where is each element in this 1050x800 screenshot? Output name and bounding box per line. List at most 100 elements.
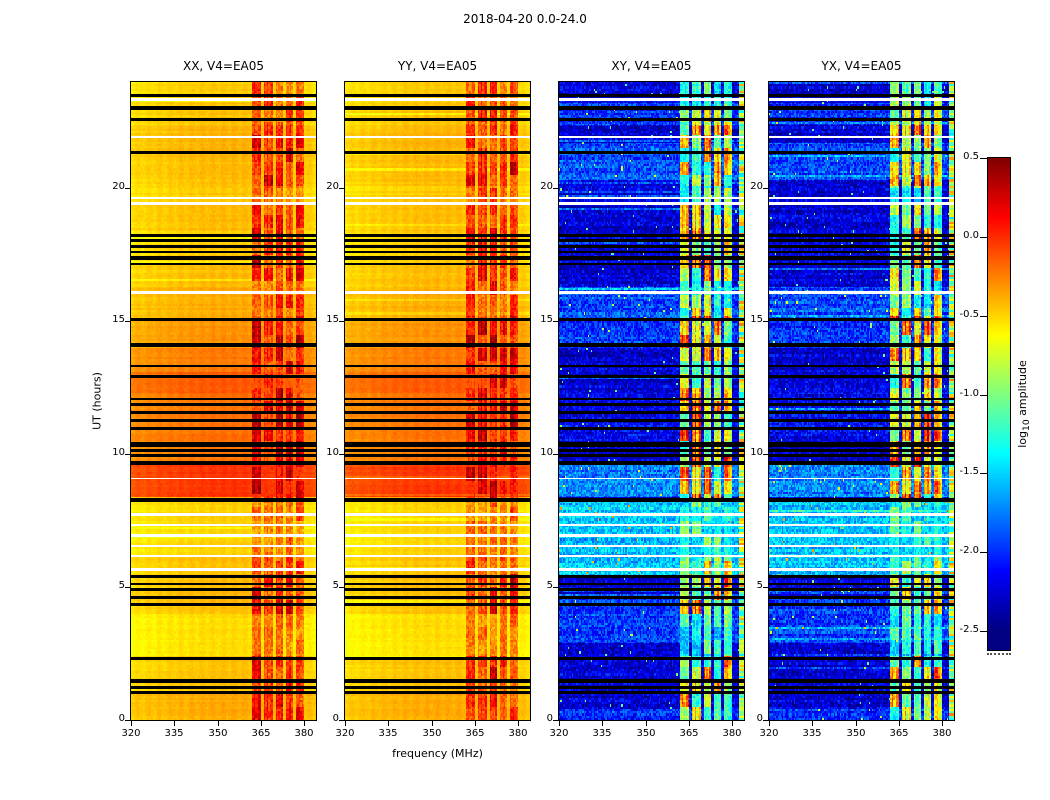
colorbar-tick-label: -2.5 (959, 624, 979, 635)
x-tick-mark (304, 721, 305, 726)
x-tick-label: 335 (378, 728, 398, 739)
y-tick-mark (763, 454, 768, 455)
x-tick-mark (812, 721, 813, 726)
heatmap-xy (558, 81, 745, 721)
x-tick-label: 350 (846, 728, 866, 739)
x-tick-mark (345, 721, 346, 726)
x-tick-label: 350 (422, 728, 442, 739)
heatmap-yy (344, 81, 531, 721)
x-tick-label: 320 (335, 728, 355, 739)
y-tick-mark (339, 720, 344, 721)
x-tick-label: 380 (932, 728, 952, 739)
x-tick-label: 380 (508, 728, 528, 739)
x-tick-label: 320 (549, 728, 569, 739)
colorbar-tick-label: -1.0 (959, 388, 979, 399)
y-tick-mark (125, 188, 130, 189)
colorbar-tick-label: -1.5 (959, 466, 979, 477)
colorbar-tick-label: -0.5 (959, 309, 979, 320)
x-tick-label: 350 (636, 728, 656, 739)
x-tick-label: 380 (722, 728, 742, 739)
y-tick-mark (339, 454, 344, 455)
y-tick-mark (553, 720, 558, 721)
panel-title-yy: YY, V4=EA05 (397, 59, 478, 73)
y-tick-mark (763, 587, 768, 588)
y-tick-label: 10 (326, 447, 339, 458)
colorbar-tick-mark (980, 395, 987, 396)
x-tick-label: 365 (679, 728, 699, 739)
y-tick-mark (125, 720, 130, 721)
x-tick-label: 335 (592, 728, 612, 739)
y-tick-mark (125, 454, 130, 455)
panel-title-xx: XX, V4=EA05 (182, 59, 265, 73)
y-tick-label: 15 (750, 314, 763, 325)
colorbar-tick-label: -2.0 (959, 545, 979, 556)
x-tick-mark (432, 721, 433, 726)
x-tick-mark (689, 721, 690, 726)
y-tick-mark (763, 188, 768, 189)
y-tick-label: 5 (332, 580, 339, 591)
colorbar-gradient (987, 157, 1011, 651)
colorbar-tick-mark (980, 473, 987, 474)
panel-title-yx: YX, V4=EA05 (821, 59, 902, 73)
y-tick-label: 0 (332, 713, 339, 724)
x-tick-mark (475, 721, 476, 726)
x-tick-mark (602, 721, 603, 726)
x-tick-mark (518, 721, 519, 726)
x-tick-label: 365 (889, 728, 909, 739)
x-tick-label: 380 (294, 728, 314, 739)
y-tick-label: 10 (540, 447, 553, 458)
x-tick-mark (218, 721, 219, 726)
y-tick-mark (553, 587, 558, 588)
y-tick-label: 5 (118, 580, 125, 591)
x-axis-label: frequency (MHz) (392, 747, 483, 760)
y-tick-mark (125, 321, 130, 322)
colorbar-tick-mark (980, 552, 987, 553)
y-tick-mark (125, 587, 130, 588)
x-tick-label: 320 (121, 728, 141, 739)
y-tick-mark (339, 587, 344, 588)
y-tick-label: 20 (750, 181, 763, 192)
x-tick-mark (899, 721, 900, 726)
y-tick-mark (763, 321, 768, 322)
y-tick-label: 5 (546, 580, 553, 591)
y-tick-label: 5 (756, 580, 763, 591)
y-tick-label: 20 (112, 181, 125, 192)
x-tick-mark (261, 721, 262, 726)
y-tick-mark (553, 188, 558, 189)
x-tick-mark (388, 721, 389, 726)
colorbar-tick-mark (980, 237, 987, 238)
colorbar-label-prefix: log (1015, 430, 1029, 448)
y-tick-label: 0 (118, 713, 125, 724)
colorbar-tick-mark (980, 158, 987, 159)
x-tick-mark (131, 721, 132, 726)
y-tick-label: 20 (326, 181, 339, 192)
panel-title-xy: XY, V4=EA05 (611, 59, 692, 73)
colorbar-tick-label: 0.0 (963, 230, 979, 241)
x-tick-label: 365 (251, 728, 271, 739)
x-tick-mark (942, 721, 943, 726)
x-tick-label: 350 (208, 728, 228, 739)
y-tick-mark (553, 454, 558, 455)
x-tick-mark (559, 721, 560, 726)
y-tick-label: 0 (756, 713, 763, 724)
colorbar-label-sub: 10 (1021, 419, 1033, 431)
y-tick-label: 15 (112, 314, 125, 325)
y-tick-mark (553, 321, 558, 322)
x-tick-mark (856, 721, 857, 726)
colorbar-label: log10 amplitude (1016, 360, 1032, 448)
x-tick-label: 335 (802, 728, 822, 739)
heatmap-yx (768, 81, 955, 721)
y-axis-label: UT (hours) (90, 372, 104, 430)
colorbar-tick-mark (980, 316, 987, 317)
x-tick-mark (769, 721, 770, 726)
x-tick-mark (646, 721, 647, 726)
x-tick-label: 335 (164, 728, 184, 739)
colorbar-tick-label: 0.5 (963, 151, 979, 162)
colorbar-tick-mark (980, 631, 987, 632)
y-tick-label: 10 (112, 447, 125, 458)
x-tick-mark (732, 721, 733, 726)
heatmap-xx (130, 81, 317, 721)
y-tick-mark (339, 321, 344, 322)
y-tick-label: 10 (750, 447, 763, 458)
x-tick-label: 365 (465, 728, 485, 739)
